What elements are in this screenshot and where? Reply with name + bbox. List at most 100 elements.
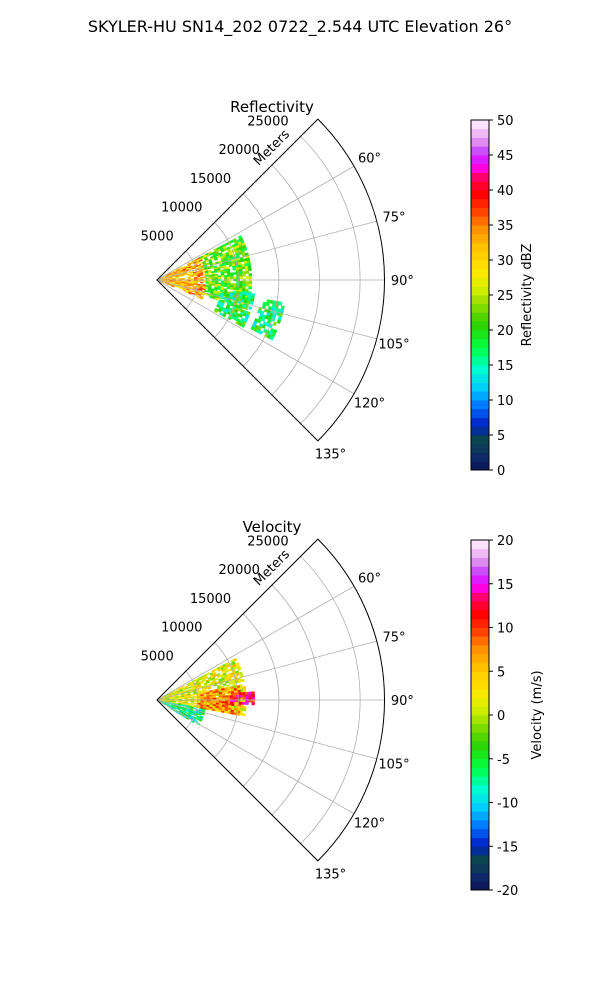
velocity-echo-gate	[225, 697, 229, 700]
reflectivity-echo-gate	[208, 271, 212, 274]
velocity-colorbar-label: Velocity (m/s)	[530, 670, 545, 759]
reflectivity-echo-gate	[199, 281, 204, 284]
reflectivity-echo-gate	[226, 286, 231, 290]
reflectivity-colorbar-segment	[471, 391, 489, 401]
reflectivity-colorbar-tick-label: 35	[497, 219, 514, 234]
reflectivity-colorbar-segment	[471, 233, 489, 243]
velocity-echo-gate	[178, 701, 182, 703]
reflectivity-colorbar-segment	[471, 452, 489, 462]
reflectivity-echo-gate	[223, 271, 228, 274]
velocity-colorbar-segment	[471, 802, 489, 812]
velocity-echo-gate	[203, 704, 207, 707]
velocity-azimuth-spoke	[156, 640, 377, 701]
reflectivity-echo-gate	[175, 277, 179, 279]
velocity-echo-gate	[203, 692, 207, 695]
reflectivity-echo-gate	[226, 272, 231, 276]
reflectivity-echo-gate	[214, 277, 219, 280]
velocity-echo-gate	[178, 698, 182, 700]
reflectivity-echo-gate	[200, 293, 205, 296]
reflectivity-colorbar-segment	[471, 277, 489, 287]
reflectivity-echo-gate	[245, 270, 249, 274]
reflectivity-wedge-outline	[156, 118, 385, 442]
reflectivity-colorbar-label: Reflectivity dBZ	[520, 244, 535, 347]
reflectivity-colorbar-tick-label: 40	[497, 184, 514, 199]
velocity-colorbar-segment	[471, 881, 489, 891]
reflectivity-echo-gate	[230, 282, 234, 286]
velocity-colorbar-segment	[471, 837, 489, 847]
reflectivity-azimuth-tick-label: 105°	[378, 338, 409, 353]
velocity-echo-gate	[190, 696, 195, 698]
reflectivity-colorbar-segment	[471, 216, 489, 226]
reflectivity-echo-gate	[269, 335, 275, 341]
velocity-echo-gate	[251, 702, 255, 706]
velocity-echo-gate	[224, 691, 229, 694]
reflectivity-colorbar-segment	[471, 137, 489, 147]
reflectivity-echo-gate	[245, 275, 250, 279]
velocity-colorbar-segment	[471, 671, 489, 681]
velocity-echo-gate	[222, 697, 226, 700]
velocity-colorbar-segment	[471, 548, 489, 558]
velocity-echo-gate	[193, 700, 198, 702]
velocity-echo-gate	[185, 717, 190, 721]
velocity-echo-gate	[242, 701, 246, 705]
reflectivity-echo-gate	[205, 274, 209, 277]
reflectivity-colorbar-segment	[471, 155, 489, 165]
velocity-colorbar-segment	[471, 828, 489, 838]
reflectivity-colorbar-segment	[471, 190, 489, 200]
velocity-echo-gate	[241, 692, 246, 696]
velocity-colorbar-segment	[471, 653, 489, 663]
reflectivity-echo-gate	[217, 287, 221, 290]
velocity-colorbar-tick-label: -5	[497, 753, 510, 768]
velocity-colorbar-segment	[471, 583, 489, 593]
reflectivity-echo-gate	[214, 275, 219, 278]
reflectivity-echo-gate	[240, 323, 246, 328]
velocity-echo-gate	[248, 696, 252, 700]
velocity-colorbar-tick-label: 15	[497, 578, 514, 593]
velocity-echo-gate	[187, 696, 192, 699]
reflectivity-echo-gate	[248, 267, 252, 272]
reflectivity-colorbar-segment	[471, 251, 489, 261]
velocity-colorbar-segment	[471, 793, 489, 803]
velocity-azimuth-tick-label: 120°	[354, 817, 385, 832]
reflectivity-echo-gate	[181, 274, 185, 277]
velocity-echo-gate	[229, 697, 234, 700]
velocity-echo-gate	[226, 684, 231, 688]
reflectivity-colorbar-tick-label: 50	[497, 114, 514, 129]
reflectivity-echo-gate	[214, 297, 219, 301]
velocity-echo-gate	[190, 701, 195, 703]
velocity-colorbar-segment	[471, 680, 489, 690]
reflectivity-range-tick-label: 25000	[247, 114, 288, 129]
velocity-colorbar-tick-label: 5	[497, 665, 505, 680]
reflectivity-echo-gate	[233, 290, 237, 294]
velocity-colorbar-tick-label: -10	[497, 797, 518, 812]
reflectivity-panel: Reflectivity 500010000150002000025000Met…	[141, 98, 535, 479]
reflectivity-echo-gate	[248, 273, 253, 277]
reflectivity-range-tick-label: 10000	[161, 201, 202, 216]
reflectivity-echo-gate	[198, 259, 203, 262]
reflectivity-echo-gate	[199, 274, 204, 276]
velocity-colorbar-segment	[471, 645, 489, 655]
velocity-colorbar-segment	[471, 723, 489, 733]
reflectivity-colorbar-tick-label: 20	[497, 324, 514, 339]
reflectivity-echo-gate	[208, 277, 213, 280]
reflectivity-range-tick-label: 5000	[141, 229, 174, 244]
velocity-colorbar-segment	[471, 750, 489, 760]
reflectivity-colorbar-segment	[471, 382, 489, 392]
velocity-range-tick-label: 5000	[141, 649, 174, 664]
velocity-colorbar-tick-label: 20	[497, 534, 514, 549]
velocity-colorbar-segment	[471, 662, 489, 672]
velocity-colorbar-segment	[471, 540, 489, 550]
reflectivity-echo-gate	[214, 280, 219, 283]
reflectivity-echo-gate	[214, 257, 219, 261]
velocity-colorbar-tick-label: -20	[497, 884, 518, 899]
reflectivity-colorbar-segment	[471, 365, 489, 375]
velocity-colorbar-segment	[471, 610, 489, 620]
velocity-colorbar-segment	[471, 846, 489, 856]
reflectivity-colorbar-segment	[471, 435, 489, 445]
velocity-azimuth-spoke	[156, 699, 355, 815]
reflectivity-colorbar-segment	[471, 303, 489, 313]
velocity-echo-gate	[178, 703, 182, 705]
velocity-echo-gate	[209, 697, 214, 700]
velocity-echo-gate	[181, 685, 185, 688]
